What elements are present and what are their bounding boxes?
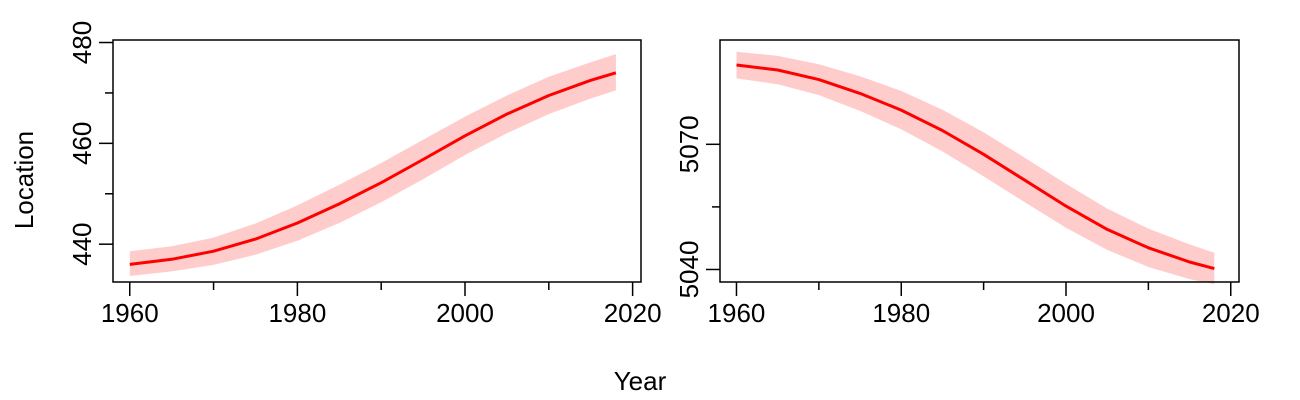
chart-panel-left: 1960 1980 2000 2020 440 460 480 <box>67 21 662 328</box>
x-tick-label: 2000 <box>1037 298 1095 328</box>
y-tick-label: 5040 <box>674 241 704 299</box>
chart-panel-right: 1960 1980 2000 2020 5040 5070 <box>674 39 1260 328</box>
x-tick-label: 2000 <box>436 298 494 328</box>
series-line <box>736 63 1215 271</box>
y-tick-label: 480 <box>67 21 97 64</box>
x-tick-label: 1960 <box>708 298 766 328</box>
plot-frame <box>112 39 642 283</box>
y-axis-title: Location <box>9 131 39 229</box>
series-line <box>129 71 617 266</box>
y-tick-label: 440 <box>67 222 97 265</box>
x-tick-label: 2020 <box>604 298 662 328</box>
y-tick-label: 5070 <box>674 115 704 173</box>
plot-frame <box>719 39 1240 283</box>
x-axis-title: Year <box>614 366 667 396</box>
y-tick-label: 460 <box>67 122 97 165</box>
x-tick-label: 2020 <box>1202 298 1260 328</box>
confidence-band <box>129 54 616 276</box>
confidence-band <box>736 51 1215 285</box>
x-tick-label: 1980 <box>872 298 930 328</box>
x-tick-label: 1960 <box>101 298 159 328</box>
x-tick-label: 1980 <box>268 298 326 328</box>
